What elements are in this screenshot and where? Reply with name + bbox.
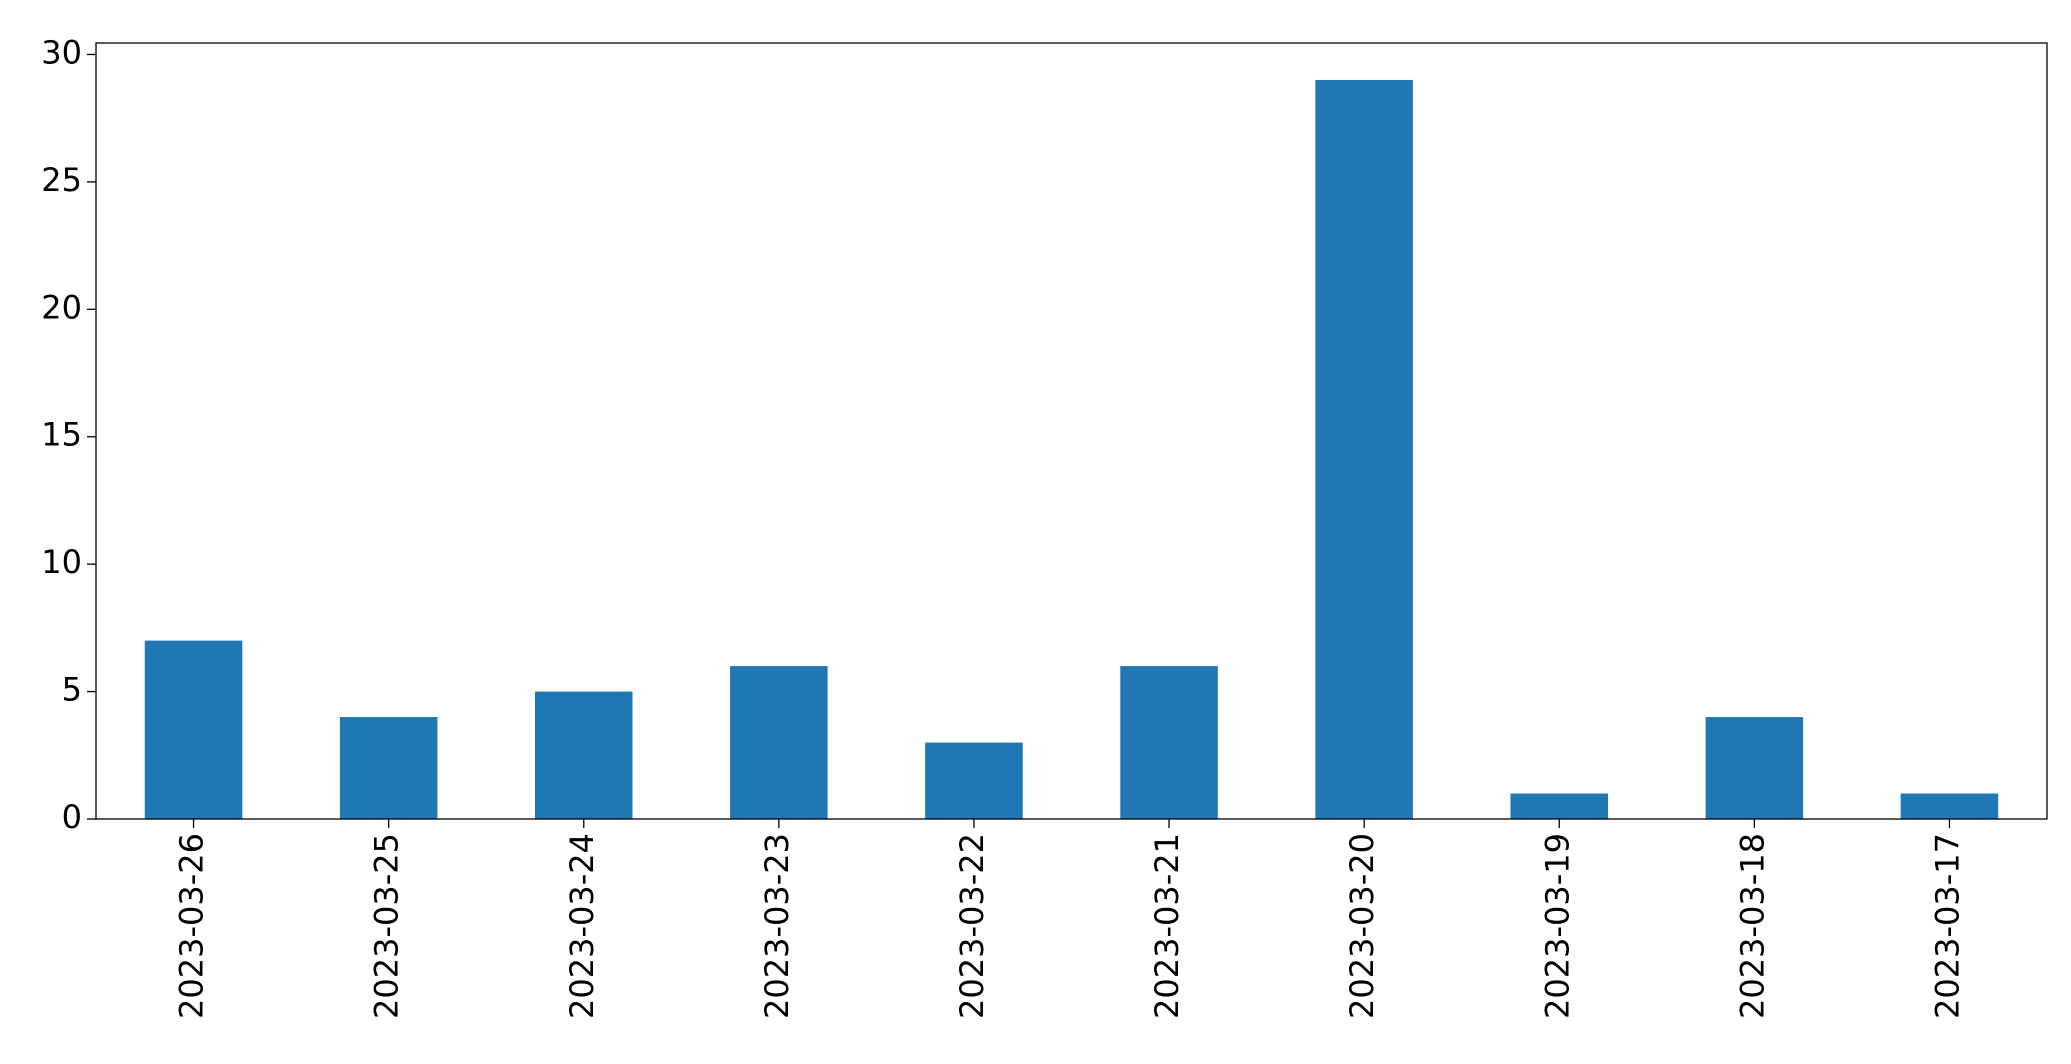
y-tick-label: 25 <box>41 161 82 199</box>
bar <box>1315 79 1413 819</box>
x-tick-label: 2023-03-25 <box>368 833 406 1019</box>
y-tick-label: 15 <box>41 416 82 454</box>
bar <box>144 640 243 819</box>
x-tick-label: 2023-03-22 <box>953 833 991 1019</box>
bar <box>1510 793 1609 819</box>
bar <box>1705 717 1804 819</box>
x-tick-label: 2023-03-19 <box>1538 833 1576 1019</box>
bar <box>1120 666 1218 819</box>
y-tick-label: 5 <box>62 671 82 709</box>
y-tick-label: 20 <box>41 288 82 326</box>
x-tick-label: 2023-03-26 <box>173 833 211 1019</box>
bar <box>339 717 438 819</box>
x-tick-label: 2023-03-20 <box>1343 833 1381 1019</box>
bar <box>534 691 633 819</box>
plot-frame <box>95 42 2048 820</box>
bar <box>730 666 828 819</box>
x-tick-label: 2023-03-17 <box>1928 833 1966 1019</box>
bar <box>925 742 1023 819</box>
y-tick-label: 30 <box>41 33 82 71</box>
x-tick-label: 2023-03-24 <box>563 833 601 1019</box>
x-tick-label: 2023-03-23 <box>758 833 796 1019</box>
y-tick-label: 0 <box>62 798 82 836</box>
x-tick-label: 2023-03-21 <box>1148 833 1186 1019</box>
x-tick-label: 2023-03-18 <box>1733 833 1771 1019</box>
bar <box>1900 793 1999 819</box>
y-tick-label: 10 <box>41 543 82 581</box>
